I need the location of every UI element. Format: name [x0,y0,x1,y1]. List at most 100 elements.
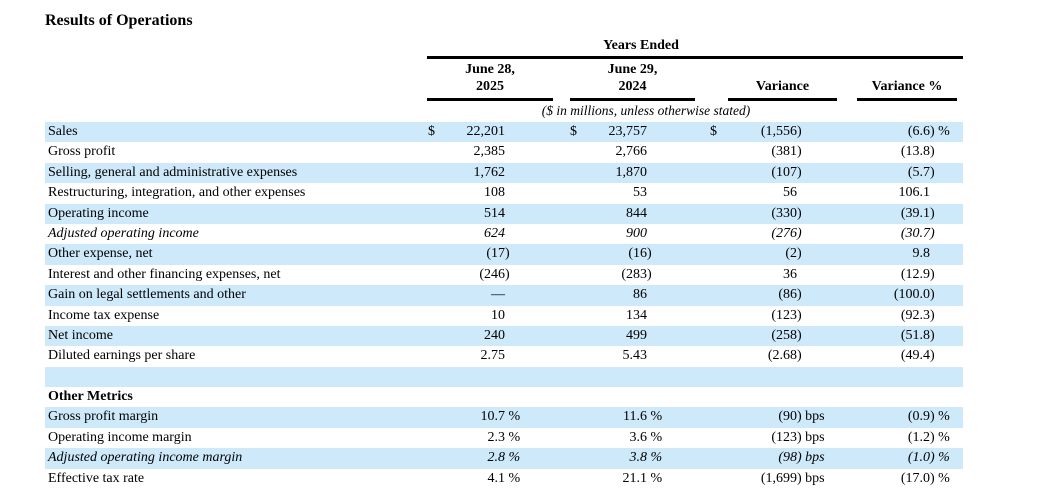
row-tail [954,367,963,387]
cell-value: 514 [484,205,505,221]
cell-suffix [647,285,665,305]
cell-value: (98 [778,450,797,466]
cell-value: 11.6 [623,409,647,425]
cell-value: (381 [771,144,797,160]
cell-value: 21.1 [622,470,648,486]
column-gap [523,265,570,285]
cell-suffix: ) [930,144,935,160]
column-gap [665,285,710,305]
cell-suffix [505,122,523,142]
row-label: Other Metrics [48,389,133,405]
table-rows: Sales $22,201 $23,757 $ (1,556) (6.6) % Gross … [45,122,963,489]
underline-fy2025 [427,98,553,101]
cell-value: (13.8 [900,144,930,160]
cell-suffix [647,204,665,224]
cell-fy2024: 53 [570,183,665,203]
table-row: Interest and other financing expenses, n… [45,265,963,285]
cell-variance: (98) bps [710,448,835,468]
row-label: Gross profit margin [48,409,159,425]
cell-suffix: ) bps [797,409,825,425]
column-gap [665,469,710,489]
column-gap [523,407,570,427]
cell-suffix [647,306,665,326]
cell-suffix: ) [797,307,802,323]
cell-value: (92.3 [900,307,930,323]
cell-value: 2,385 [473,144,506,160]
cell-variance: 36 [710,265,835,285]
cell-suffix [647,346,665,366]
column-gap [523,428,570,448]
cell-value: (283 [621,266,647,282]
cell-suffix [505,326,523,346]
cell-fy2025: 2.8 % [428,448,523,468]
cell-fy2024: (283) [570,265,665,285]
cell-value: (17.0 [900,470,930,486]
row-label: Restructuring, integration, and other ex… [48,185,306,201]
cell-suffix [647,142,665,162]
cell-value: (51.8 [900,327,930,343]
cell-suffix [647,367,665,387]
column-gap [835,265,857,285]
cell-fy2025 [428,387,523,407]
cell-suffix [505,163,523,183]
cell-value: (86 [778,287,797,303]
cell-variance: (86) [710,285,835,305]
row-label: Effective tax rate [48,470,145,486]
cell-fy2025: 108 [428,183,523,203]
cell-suffix: ) [930,164,935,180]
currency-symbol: $ [710,124,717,139]
cell-suffix: ) % [930,429,950,445]
column-gap [665,448,710,468]
cell-variance: (107) [710,163,835,183]
column-gap [523,469,570,489]
cell-variance-pct: (30.7) [857,224,954,244]
cell-suffix: ) bps [797,470,825,486]
column-gap [665,367,710,387]
cell-variance-pct: (1.2) % [857,428,954,448]
table-row: Gain on legal settlements and other — 86 (8… [45,285,963,306]
cell-value: 624 [484,225,505,241]
cell-suffix: ) [930,348,935,364]
cell-suffix: ) % [930,470,950,486]
column-gap [523,326,570,346]
cell-value: 2.3 [487,429,506,445]
column-gap [665,163,710,183]
row-tail [954,244,963,264]
cell-suffix [505,285,523,305]
column-gap [835,163,857,183]
cell-value: 22,201 [466,124,506,139]
column-gap [835,428,857,448]
column-gap [835,244,857,264]
cell-variance: $ (1,556) [710,122,835,142]
column-gap [523,306,570,326]
cell-fy2025: 4.1 % [428,469,523,489]
cell-suffix: ) [797,144,802,160]
cell-fy2024: 21.1 % [570,469,665,489]
column-gap [835,285,857,305]
cell-suffix [505,142,523,162]
cell-value: (2 [785,246,797,262]
cell-suffix: ) bps [797,429,825,445]
cell-suffix [797,367,835,387]
cell-value: 36 [783,266,797,282]
cell-value: (0.9 [907,409,930,425]
cell-value: (107 [771,164,797,180]
cell-variance-pct: (49.4) [857,346,954,366]
row-tail [954,469,963,489]
row-tail [954,183,963,203]
table-row: Other Metrics [45,387,963,407]
cell-suffix [505,367,523,387]
cell-suffix [647,183,665,203]
row-tail [954,224,963,244]
column-gap [665,326,710,346]
cell-variance-pct: 9.8 [857,244,954,264]
cell-value: 106.1 [898,185,931,201]
cell-variance: 56 [710,183,835,203]
column-header-fy2025-line2: 2025 [476,79,504,94]
cell-variance: (2) [710,244,835,264]
cell-fy2024: 499 [570,326,665,346]
cell-suffix: ) [505,246,510,262]
cell-variance-pct: (6.6) % [857,122,954,142]
cell-suffix [505,183,523,203]
cell-value: (330 [771,205,797,221]
